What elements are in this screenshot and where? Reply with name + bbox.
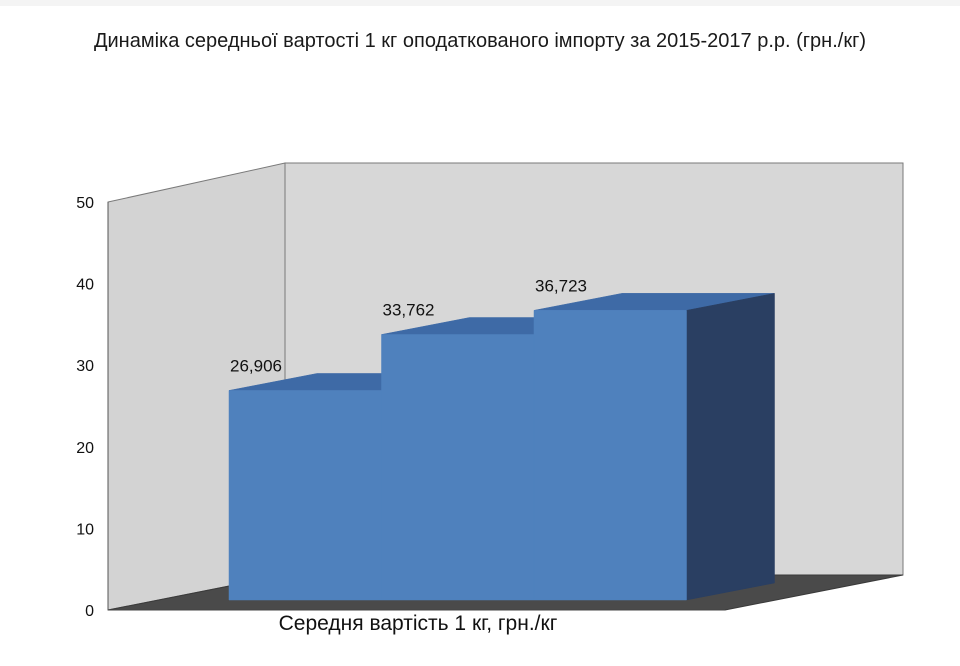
chart-title: Динаміка середньої вартості 1 кг оподатк… [93, 30, 867, 52]
bar-front [381, 334, 535, 601]
bar-front [533, 310, 687, 601]
y-tick-label: 40 [76, 277, 94, 294]
y-tick-label: 50 [76, 195, 94, 212]
bar-front [228, 390, 382, 601]
y-tick-label: 0 [85, 603, 94, 620]
y-tick-label: 10 [76, 521, 94, 538]
data-label: 36,723 [535, 276, 587, 295]
bar-side-face [686, 293, 775, 601]
y-tick-label: 20 [76, 440, 94, 457]
top-strip [0, 0, 960, 6]
y-tick-label: 30 [76, 358, 94, 375]
x-axis-label: Середня вартість 1 кг, грн./кг [279, 612, 558, 635]
data-label: 26,906 [230, 356, 282, 375]
data-label: 33,762 [383, 301, 435, 320]
